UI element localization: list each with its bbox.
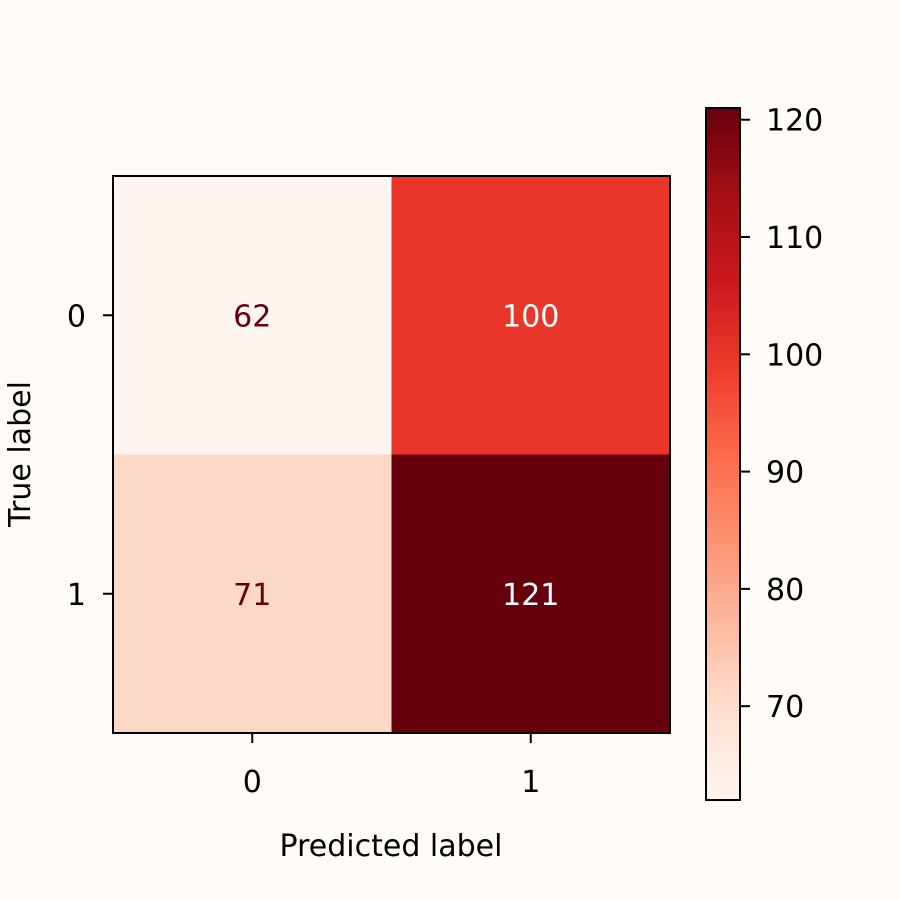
heatmap-cells xyxy=(113,176,671,734)
colorbar-tick-label: 70 xyxy=(766,690,804,725)
colorbar-tick-label: 100 xyxy=(766,338,823,373)
x-tick-label: 0 xyxy=(243,765,262,800)
colorbar-ticks: 70 80 90 100 110 120 xyxy=(740,104,823,725)
x-tick-label: 1 xyxy=(521,765,540,800)
x-axis-label: Predicted label xyxy=(280,829,503,864)
heatmap-cell xyxy=(391,176,671,455)
colorbar-tick-label: 110 xyxy=(766,221,823,256)
colorbar-tick-label: 120 xyxy=(766,104,823,139)
cell-value-label: 100 xyxy=(502,299,559,334)
y-axis-label: True label xyxy=(3,381,38,528)
colorbar xyxy=(705,107,741,801)
cell-value-label: 121 xyxy=(502,578,559,613)
heatmap-cell xyxy=(391,454,671,734)
cell-value-label: 62 xyxy=(233,299,271,334)
heatmap-cell xyxy=(113,176,392,455)
y-tick-label: 1 xyxy=(67,578,86,613)
cell-value-labels: 62 100 71 121 xyxy=(233,299,559,613)
heatmap-cell xyxy=(113,454,392,734)
colorbar-tick-label: 90 xyxy=(766,456,804,491)
y-tick-label: 0 xyxy=(67,299,86,334)
colorbar-tick-label: 80 xyxy=(766,573,804,608)
plot-frame xyxy=(112,175,671,734)
cell-value-label: 71 xyxy=(233,578,271,613)
y-axis: 01 xyxy=(67,299,113,613)
